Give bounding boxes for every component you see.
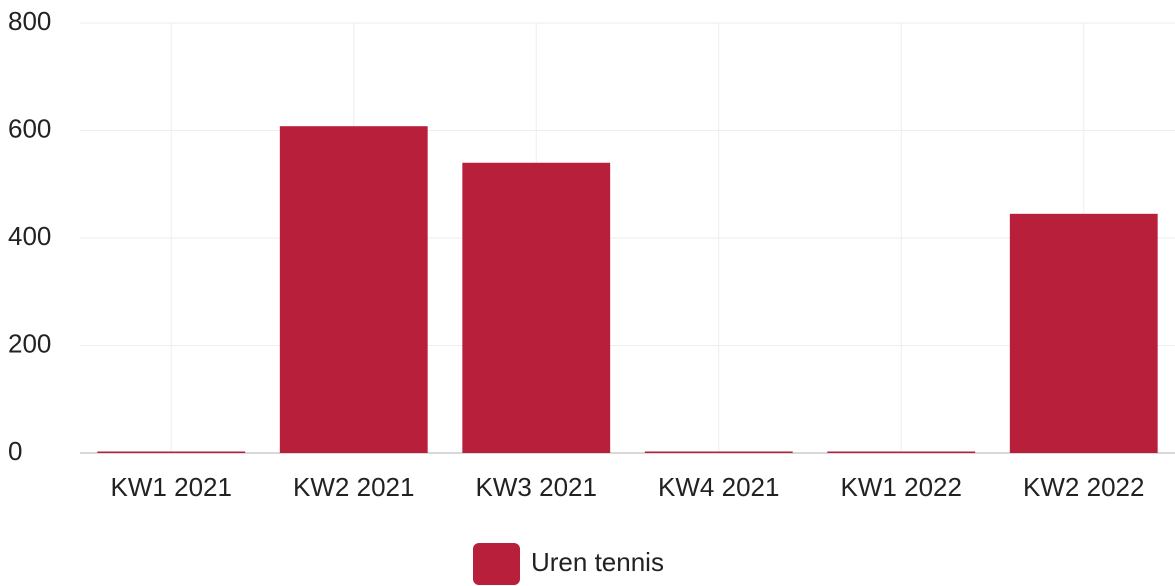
y-tick-label: 200 (8, 328, 51, 358)
y-tick-label: 0 (8, 436, 22, 466)
x-tick-label: KW1 2021 (111, 472, 232, 502)
x-tick-label: KW4 2021 (658, 472, 779, 502)
bar (97, 451, 246, 453)
bar (1009, 213, 1158, 453)
x-tick-label: KW2 2022 (1023, 472, 1144, 502)
y-tick-label: 800 (8, 6, 51, 36)
legend-swatch (473, 543, 520, 585)
bar (827, 451, 976, 453)
x-tick-label: KW3 2021 (476, 472, 597, 502)
x-tick-label: KW2 2021 (293, 472, 414, 502)
bar (279, 126, 428, 453)
y-tick-label: 600 (8, 113, 51, 143)
legend-label: Uren tennis (531, 547, 664, 577)
bar (644, 451, 793, 453)
bar (462, 162, 611, 453)
x-tick-label: KW1 2022 (841, 472, 962, 502)
y-tick-label: 400 (8, 221, 51, 251)
